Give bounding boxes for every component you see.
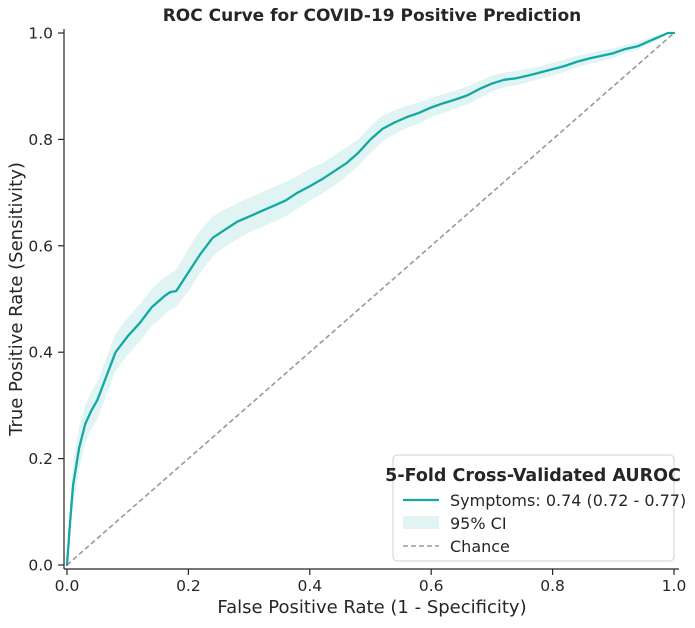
- y-tick-label: 0.0: [28, 557, 53, 575]
- x-tick-label: 0.8: [540, 577, 565, 595]
- legend-ci-swatch: [403, 516, 439, 529]
- x-tick-label: 1.0: [662, 577, 687, 595]
- chart-title: ROC Curve for COVID-19 Positive Predicti…: [163, 6, 582, 26]
- y-tick-label: 1.0: [28, 25, 53, 43]
- legend: 5-Fold Cross-Validated AUROC Symptoms: 0…: [385, 454, 686, 562]
- x-tick-label: 0.6: [419, 577, 444, 595]
- x-axis-label: False Positive Rate (1 - Specificity): [217, 597, 526, 618]
- plot-area: [65, 31, 676, 567]
- chance-line: [66, 32, 675, 566]
- y-tick-label: 0.2: [28, 450, 53, 468]
- roc-line-symptoms: [65, 31, 676, 567]
- y-axis-ticks: 0.0 0.2 0.4 0.6 0.8 1.0: [28, 25, 64, 575]
- legend-entry-chance: Chance: [450, 537, 510, 556]
- y-tick-label: 0.6: [28, 237, 53, 255]
- y-tick-label: 0.8: [28, 131, 53, 149]
- x-axis-ticks: 0.0 0.2 0.4 0.6 0.8 1.0: [55, 569, 687, 595]
- x-tick-label: 0.2: [176, 577, 201, 595]
- x-tick-label: 0.0: [55, 577, 80, 595]
- legend-entry-symptoms: Symptoms: 0.74 (0.72 - 0.77): [450, 491, 686, 510]
- y-axis-label: True Positive Rate (Sensitivity): [6, 162, 27, 437]
- x-tick-label: 0.4: [297, 577, 322, 595]
- y-tick-label: 0.4: [28, 344, 53, 362]
- legend-box: [392, 454, 675, 562]
- legend-title: 5-Fold Cross-Validated AUROC: [385, 466, 681, 486]
- legend-entry-ci: 95% CI: [450, 514, 507, 533]
